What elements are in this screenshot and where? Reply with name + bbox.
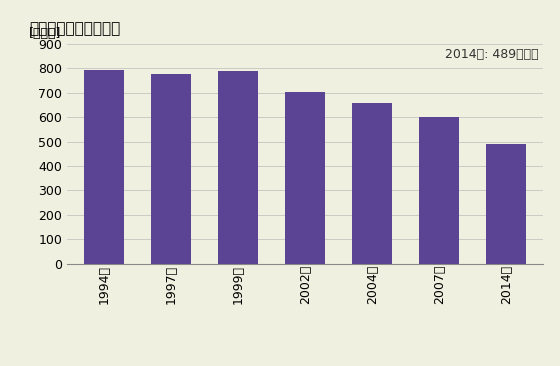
Bar — [84, 70, 124, 264]
Text: 2014年: 489事業所: 2014年: 489事業所 — [445, 48, 538, 61]
Text: [事業所]: [事業所] — [29, 26, 62, 40]
Bar — [352, 103, 393, 264]
Bar — [285, 93, 325, 264]
Bar — [419, 117, 459, 264]
Bar — [151, 74, 191, 264]
Bar — [486, 144, 526, 264]
Text: 商業の事業所数の推移: 商業の事業所数の推移 — [29, 21, 120, 36]
Bar — [218, 71, 258, 264]
